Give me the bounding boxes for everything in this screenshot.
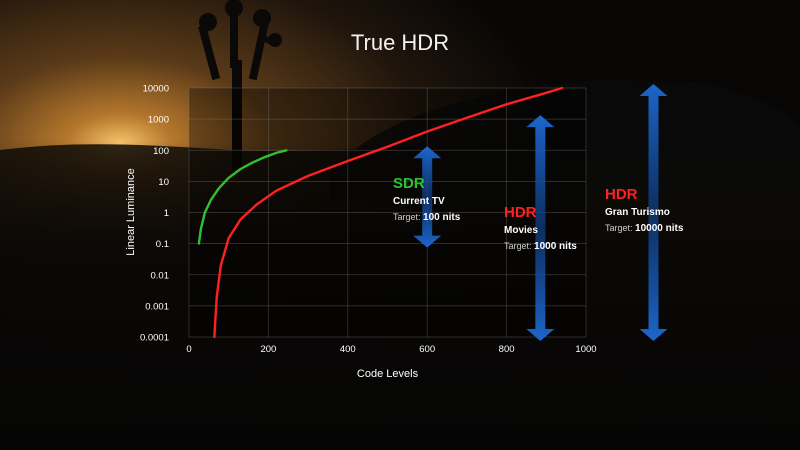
range-arrow-2 bbox=[526, 115, 555, 341]
range-arrow-3 bbox=[639, 84, 668, 341]
y-tick-label: 10000 bbox=[143, 84, 169, 95]
gran-turismo-subtitle: Gran Turismo bbox=[605, 207, 670, 218]
y-tick-label: 0.1 bbox=[156, 239, 169, 250]
movies-heading: HDR bbox=[504, 204, 537, 221]
sdr-subtitle: Current TV bbox=[393, 196, 445, 207]
movies-annotation: HDR Movies Target: 1000 nits bbox=[504, 204, 577, 252]
x-tick-label: 400 bbox=[340, 344, 356, 355]
slide-title: True HDR bbox=[350, 30, 450, 55]
sdr-heading: SDR bbox=[393, 175, 425, 192]
x-tick-label: 800 bbox=[499, 344, 515, 355]
tree-silhouette bbox=[198, 0, 282, 170]
hdr-curve bbox=[213, 86, 564, 339]
x-tick-label: 600 bbox=[419, 344, 435, 355]
movies-target: Target: 1000 nits bbox=[504, 241, 577, 252]
y-axis-label: Linear Luminance bbox=[125, 168, 137, 255]
gran-turismo-annotation: HDR Gran Turismo Target: 10000 nits bbox=[605, 186, 683, 234]
y-tick-label: 10 bbox=[158, 177, 169, 188]
y-tick-label: 0.01 bbox=[151, 270, 170, 281]
y-tick-label: 0.001 bbox=[145, 301, 169, 312]
gran-turismo-target: Target: 10000 nits bbox=[605, 223, 684, 234]
movies-subtitle: Movies bbox=[504, 225, 538, 236]
car-silhouette bbox=[330, 80, 800, 200]
plot-area bbox=[189, 88, 586, 337]
sdr-curve bbox=[197, 149, 288, 245]
x-tick-label: 1000 bbox=[575, 344, 596, 355]
range-arrow-1 bbox=[413, 146, 442, 248]
sdr-annotation: SDR Current TV Target: 100 nits bbox=[393, 175, 460, 223]
x-tick-label: 0 bbox=[186, 344, 191, 355]
y-tick-label: 0.0001 bbox=[140, 333, 169, 344]
x-axis-label: Code Levels bbox=[357, 368, 419, 380]
x-tick-label: 200 bbox=[260, 344, 276, 355]
y-tick-label: 1000 bbox=[148, 115, 169, 126]
y-tick-label: 100 bbox=[153, 146, 169, 157]
gran-turismo-heading: HDR bbox=[605, 186, 638, 203]
y-tick-label: 1 bbox=[164, 208, 169, 219]
sdr-target: Target: 100 nits bbox=[393, 212, 461, 223]
